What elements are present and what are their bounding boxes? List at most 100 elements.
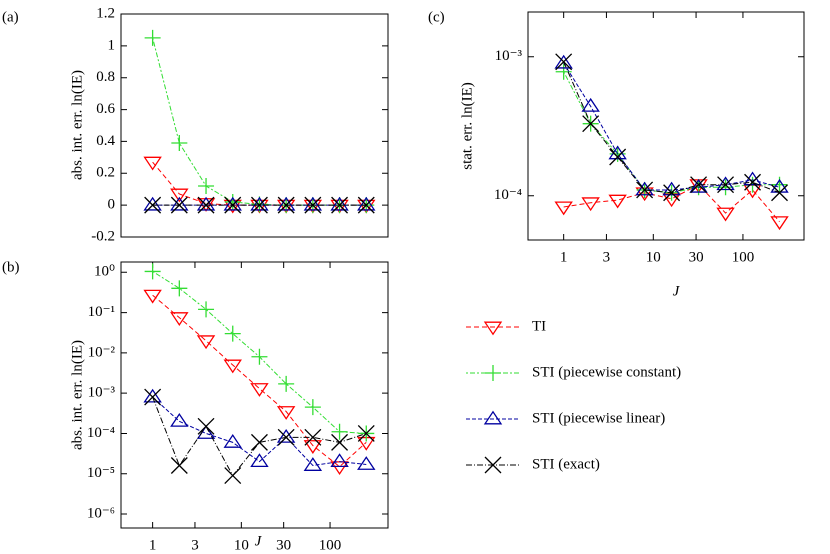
x-axis-label: J <box>255 533 263 549</box>
plot-frame <box>527 11 805 241</box>
marker <box>330 196 349 211</box>
marker <box>197 417 215 435</box>
marker <box>171 280 188 297</box>
marker <box>276 428 296 443</box>
marker <box>663 184 681 202</box>
plot-frame <box>120 261 389 529</box>
marker <box>223 359 242 374</box>
marker <box>304 428 322 446</box>
marker <box>250 383 269 397</box>
marker <box>170 196 188 214</box>
marker <box>198 301 215 318</box>
marker <box>143 196 162 211</box>
marker <box>250 196 269 211</box>
series-line <box>152 294 367 468</box>
marker <box>197 196 215 214</box>
marker <box>170 412 189 427</box>
x-axis-label: J <box>673 283 681 299</box>
series-line <box>563 61 780 194</box>
marker <box>223 434 242 448</box>
series-line <box>563 184 780 223</box>
marker <box>170 457 188 474</box>
marker <box>608 194 627 209</box>
marker <box>304 399 321 416</box>
legend-label: STI (piecewise constant) <box>532 364 681 380</box>
y-axis-label: abs. int. err. ln(IE) <box>69 340 85 450</box>
marker <box>250 433 268 451</box>
marker <box>303 440 323 454</box>
marker <box>143 156 162 171</box>
y-tick-label: 0.4 <box>96 133 115 149</box>
panel-label: (a) <box>2 9 19 25</box>
series-line <box>152 37 367 206</box>
panel-label: (b) <box>2 259 20 275</box>
series-line <box>152 396 367 467</box>
y-tick-label: 1.2 <box>96 5 115 21</box>
series <box>144 196 375 214</box>
marker <box>554 201 573 216</box>
y-tick-label: 10⁻² <box>88 344 116 360</box>
marker <box>170 312 189 326</box>
marker <box>144 388 162 406</box>
marker <box>224 325 241 342</box>
marker <box>277 428 295 446</box>
y-tick-label: 0.2 <box>96 165 115 181</box>
marker <box>331 423 348 440</box>
panel-label: (c) <box>428 9 445 25</box>
x-tick-label: 100 <box>732 249 755 265</box>
marker <box>357 456 376 470</box>
marker <box>170 188 189 203</box>
marker <box>357 424 375 442</box>
marker <box>330 453 349 468</box>
marker <box>555 53 573 71</box>
series <box>144 29 375 214</box>
legend-marker <box>484 456 502 474</box>
series <box>143 388 376 471</box>
marker <box>276 406 296 420</box>
y-tick-label: 10⁻³ <box>88 385 116 401</box>
marker <box>250 196 268 214</box>
marker <box>196 335 216 350</box>
series <box>143 289 376 476</box>
y-tick-label: 10⁻⁴ <box>87 425 115 441</box>
x-tick-label: 30 <box>276 537 291 553</box>
series-line <box>563 62 780 191</box>
legend-marker <box>483 410 503 425</box>
marker <box>224 467 242 485</box>
marker <box>690 176 708 194</box>
x-tick-label: 10 <box>646 249 661 265</box>
marker <box>581 97 600 112</box>
y-tick-label: 10⁻¹ <box>88 304 115 320</box>
marker <box>303 457 323 471</box>
series <box>143 196 376 211</box>
y-tick-label: 1 <box>108 37 116 53</box>
marker <box>224 193 241 210</box>
marker <box>357 196 376 211</box>
marker <box>357 196 375 214</box>
y-tick-label: 10⁻³ <box>495 48 523 64</box>
y-tick-label: 10⁻⁵ <box>87 465 115 481</box>
marker <box>143 289 162 304</box>
marker <box>223 196 242 211</box>
y-axis-label: abs. int. err. ln(IE) <box>69 70 85 180</box>
x-tick-label: 1 <box>560 249 568 265</box>
x-tick-label: 3 <box>603 249 611 265</box>
marker <box>304 196 322 214</box>
marker <box>581 197 600 212</box>
y-axis-label: stat. err. ln(IE) <box>459 82 475 169</box>
x-tick-label: 10 <box>234 537 249 553</box>
marker <box>770 216 789 231</box>
series <box>144 388 375 485</box>
marker <box>250 453 269 468</box>
marker <box>716 176 735 191</box>
x-tick-label: 3 <box>191 537 199 553</box>
legend-marker <box>483 321 503 336</box>
marker <box>198 178 215 195</box>
marker <box>171 135 188 152</box>
marker <box>278 375 295 392</box>
legend-label: STI (exact) <box>532 456 600 472</box>
marker <box>609 148 627 166</box>
marker <box>143 388 162 403</box>
marker <box>689 178 708 193</box>
